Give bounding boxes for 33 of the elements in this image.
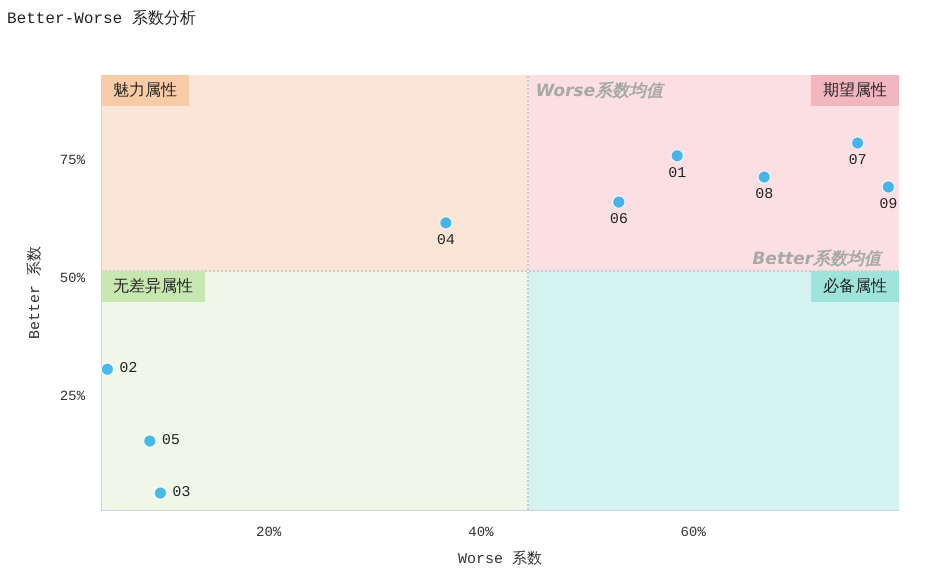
annotation: 04 — [436, 232, 455, 249]
annotation: 06 — [610, 211, 628, 228]
ref-line-label: Worse系数均值 — [536, 80, 664, 102]
annotation: 期望属性 — [811, 75, 899, 106]
x-tick-label: 20% — [256, 525, 282, 541]
point — [154, 486, 167, 500]
y-axis-title: Better 系数 — [26, 246, 44, 340]
x-axis-title: Worse 系数 — [458, 550, 542, 568]
point — [612, 196, 626, 209]
annotation: 02 — [119, 360, 138, 378]
y-tick-label: 75% — [60, 152, 86, 169]
ref-line-label: Better系数均值 — [752, 248, 881, 270]
point — [143, 434, 156, 448]
point — [758, 170, 771, 184]
annotation: 08 — [755, 186, 774, 204]
y-tick-label: 50% — [60, 271, 86, 288]
annotation: 01 — [668, 164, 686, 182]
chart-title: Better-Worse 系数分析 — [7, 9, 196, 28]
annotation: 05 — [162, 432, 180, 450]
y-tick-label: 25% — [60, 389, 86, 406]
point — [100, 362, 114, 376]
x-tick-label: 60% — [680, 525, 706, 541]
annotation: 09 — [879, 196, 898, 213]
point — [670, 149, 684, 162]
annotation: 03 — [172, 484, 190, 501]
annotation: 魅力属性 — [101, 75, 189, 106]
annotation: 必备属性 — [811, 271, 899, 302]
annotation: 07 — [848, 152, 867, 169]
point — [882, 180, 895, 194]
point — [851, 136, 864, 150]
x-tick-label: 40% — [468, 525, 494, 541]
annotation: 无差异属性 — [101, 271, 205, 302]
point — [439, 216, 452, 230]
